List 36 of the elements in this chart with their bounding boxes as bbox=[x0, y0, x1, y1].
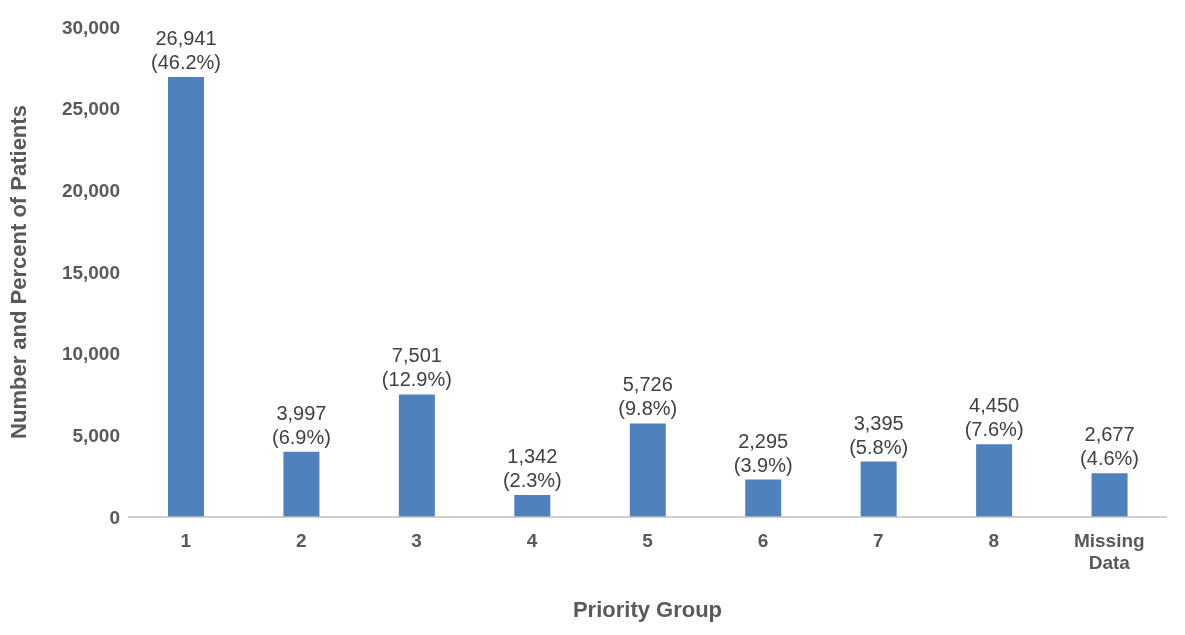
data-label: 3,997 (6.9%) bbox=[271, 401, 331, 448]
y-tick-label: 25,000 bbox=[61, 98, 120, 120]
data-label: 2,295 (3.9%) bbox=[733, 429, 793, 476]
x-tick-label: 4 bbox=[526, 530, 538, 551]
x-tick-label: 5 bbox=[642, 530, 654, 551]
x-tick-label: 2 bbox=[295, 530, 307, 551]
x-tick-label: 3 bbox=[411, 530, 422, 551]
bar bbox=[976, 444, 1013, 517]
y-tick-label: 20,000 bbox=[61, 180, 120, 202]
data-label: 5,726 (9.8%) bbox=[618, 373, 678, 420]
y-tick-label: 15,000 bbox=[61, 261, 120, 283]
data-label: 4,450 (7.6%) bbox=[964, 394, 1024, 441]
y-tick-label: 30,000 bbox=[61, 16, 120, 38]
bar bbox=[629, 423, 666, 517]
y-tick-label: 10,000 bbox=[61, 343, 120, 365]
bar bbox=[1091, 473, 1128, 517]
y-axis-title: Number and Percent of Patients bbox=[5, 105, 31, 439]
data-label: 2,677 (4.6%) bbox=[1080, 423, 1140, 470]
x-tick-label: 8 bbox=[988, 530, 1000, 551]
x-tick-label: 7 bbox=[873, 530, 884, 551]
data-label: 7,501 (12.9%) bbox=[381, 344, 452, 391]
data-label: 26,941 (46.2%) bbox=[150, 26, 222, 73]
data-label: 3,395 (5.8%) bbox=[849, 411, 909, 458]
bar bbox=[860, 461, 897, 517]
bar bbox=[168, 76, 204, 517]
x-tick-label: 1 bbox=[180, 530, 192, 551]
y-tick-label: 0 bbox=[109, 506, 120, 528]
x-axis-title: Priority Group bbox=[572, 597, 723, 622]
bar bbox=[398, 394, 435, 517]
bar bbox=[283, 451, 320, 517]
x-tick-label: Missing Data bbox=[1073, 530, 1145, 573]
x-tick-label: 6 bbox=[757, 530, 769, 551]
y-tick-label: 5,000 bbox=[72, 425, 120, 447]
bar bbox=[514, 495, 551, 517]
bar bbox=[745, 479, 782, 517]
data-label: 1,342 (2.3%) bbox=[502, 445, 562, 492]
